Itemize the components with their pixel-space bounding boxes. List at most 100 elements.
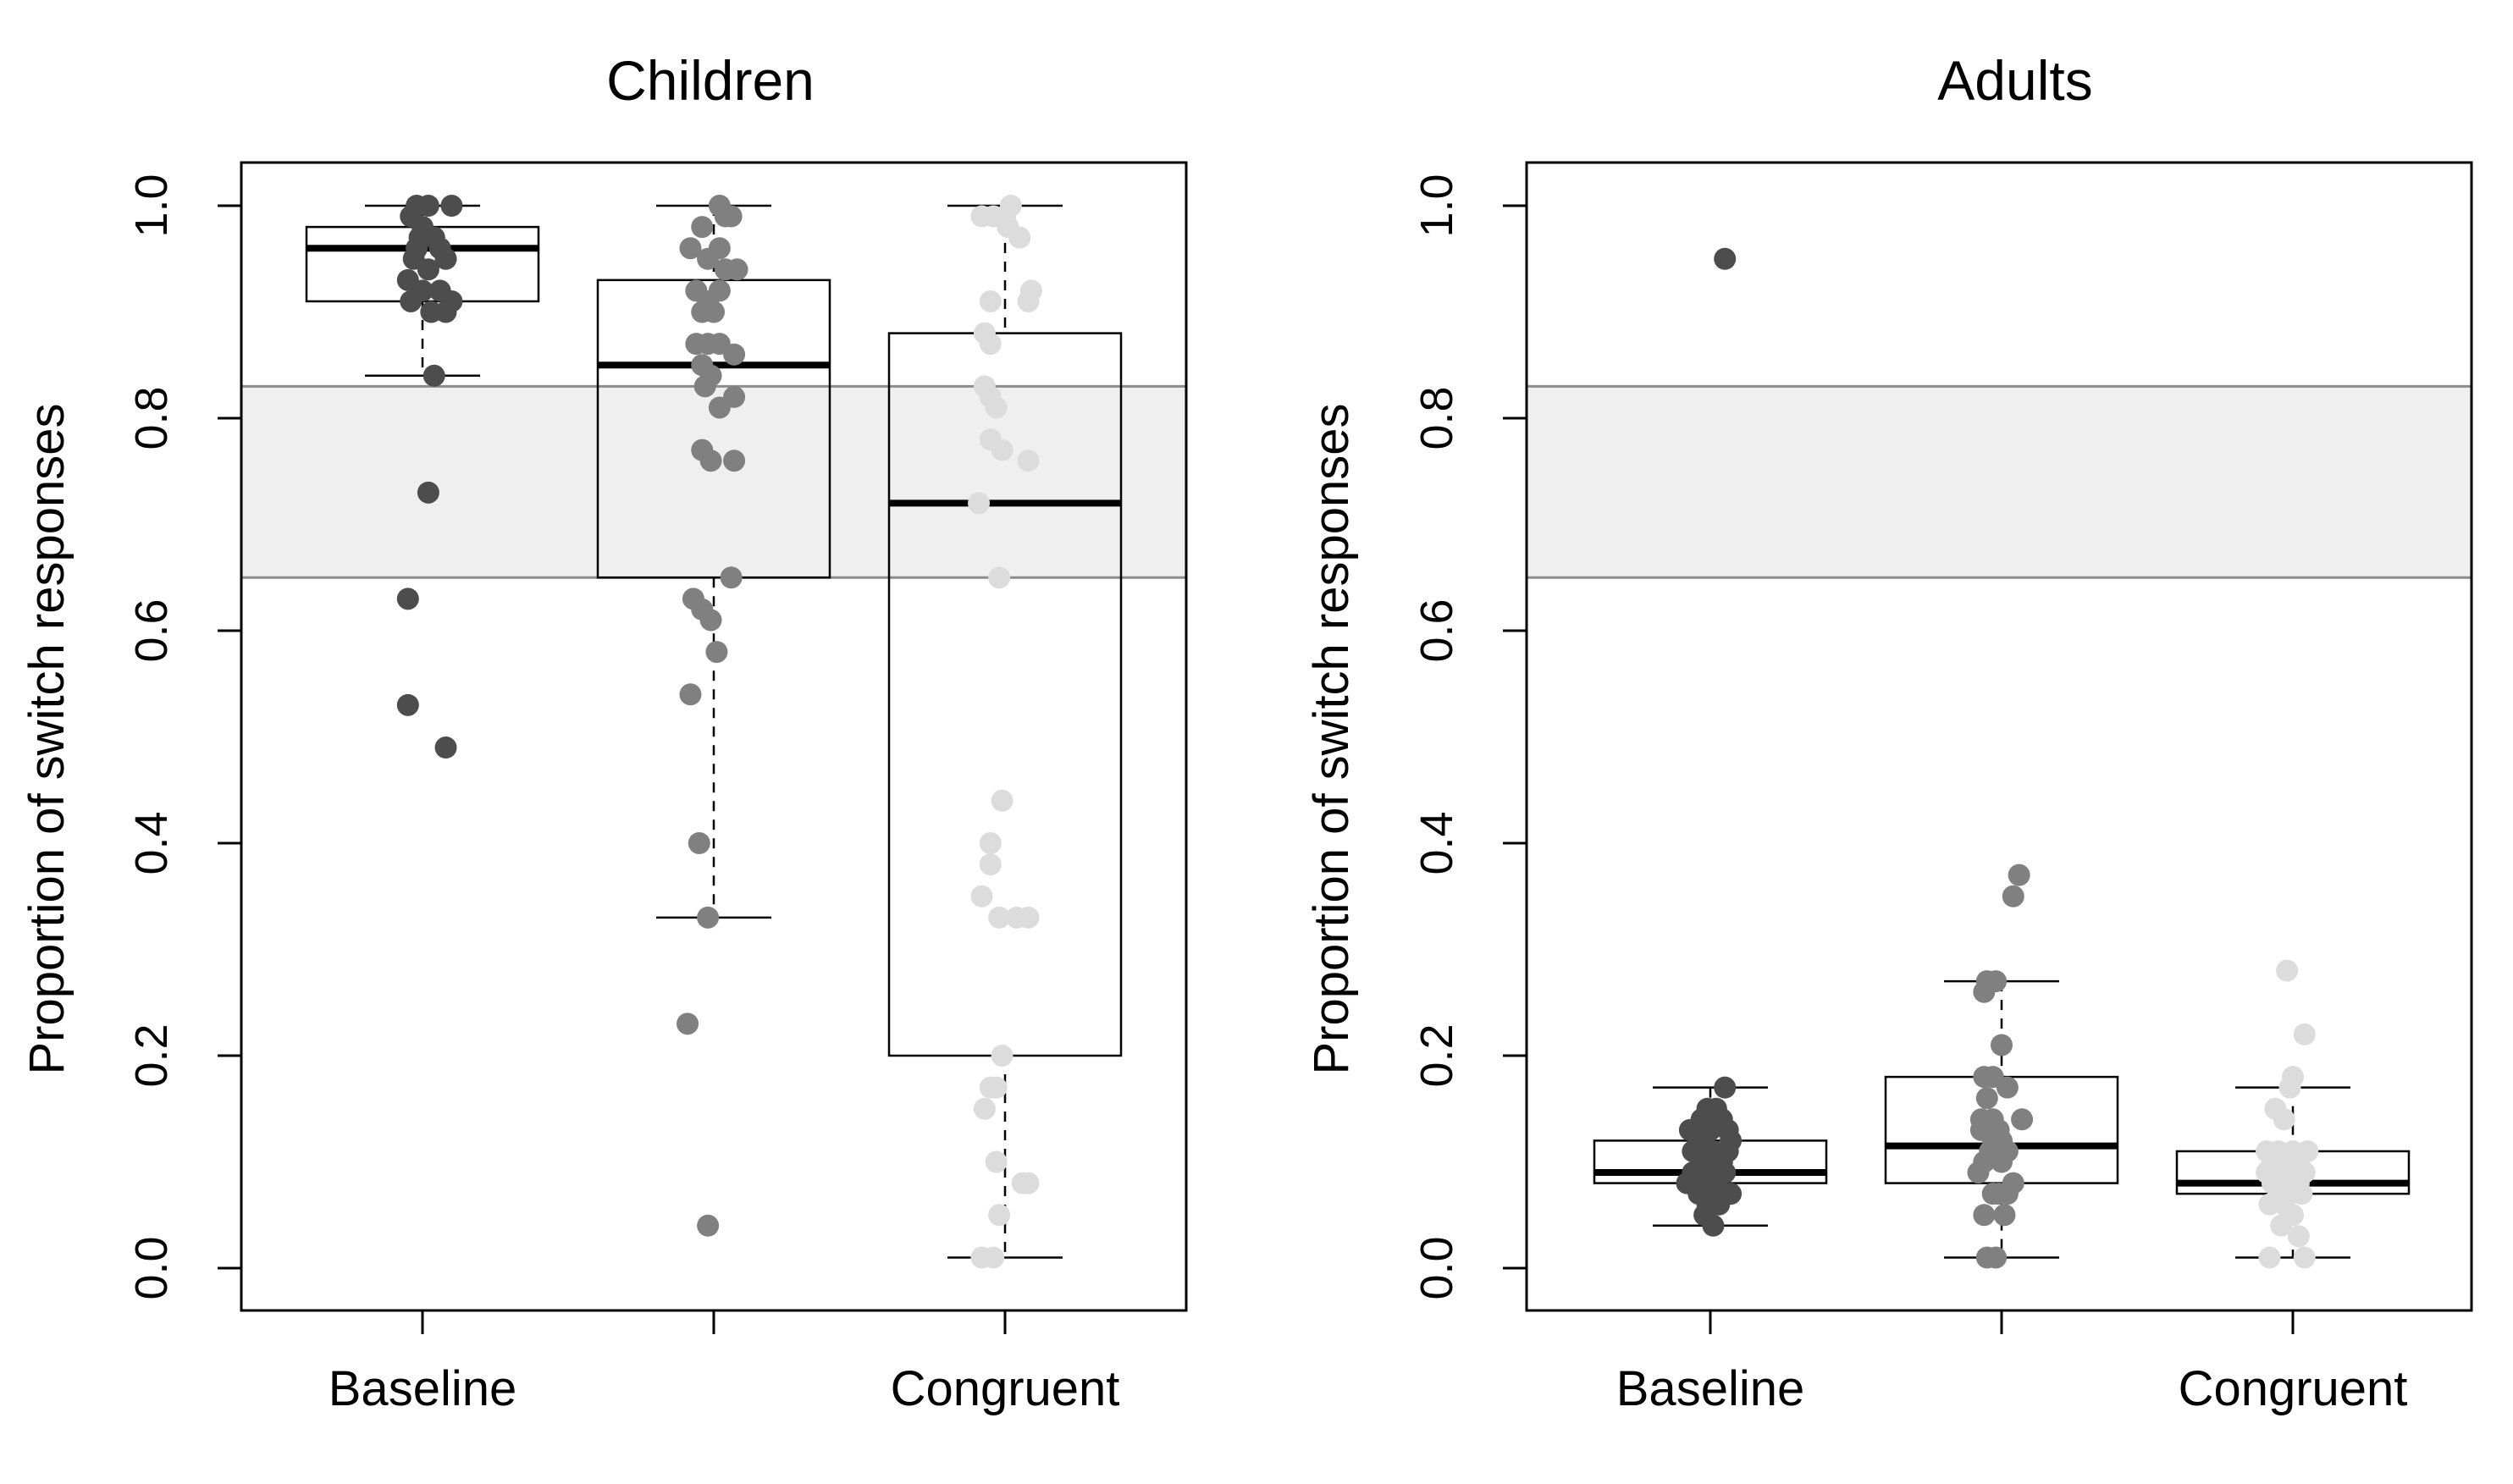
data-point — [697, 247, 720, 270]
data-point — [2002, 885, 2024, 908]
data-point — [985, 1150, 1008, 1173]
category-label-baseline: Baseline — [329, 1361, 516, 1416]
data-point — [970, 885, 993, 908]
data-point — [1702, 1214, 1725, 1237]
category-label-baseline: Baseline — [1616, 1361, 1804, 1416]
plot-marks — [218, 161, 1188, 1334]
data-point — [1985, 1246, 2008, 1269]
data-point — [708, 396, 731, 419]
data-point — [2293, 1246, 2316, 1269]
plot-frame — [1525, 161, 2473, 1312]
data-point — [1991, 1034, 2013, 1056]
data-point — [440, 195, 463, 217]
data-point — [1967, 1161, 1990, 1184]
data-point — [2276, 959, 2299, 982]
data-point — [991, 1045, 1013, 1067]
data-point — [2278, 1076, 2301, 1099]
y-tick-labels: 0.0 0.2 0.4 0.6 0.8 1.0 — [1411, 174, 1462, 1299]
data-point — [1973, 980, 1996, 1003]
data-point — [1017, 290, 1040, 312]
data-point — [1017, 906, 1040, 929]
y-tick-label: 0.4 — [126, 811, 177, 874]
data-point — [979, 333, 1002, 356]
iqr-box — [596, 279, 831, 579]
data-point — [2287, 1225, 2310, 1248]
y-axis-label: Proportion of switch responses — [1304, 403, 1359, 1074]
data-point — [720, 205, 743, 228]
data-point — [396, 588, 419, 610]
data-point — [1714, 247, 1737, 270]
data-point — [1991, 1150, 2013, 1173]
data-point — [720, 566, 743, 589]
y-tick-label: 0.6 — [126, 599, 177, 662]
data-point — [679, 683, 702, 706]
data-point — [677, 1012, 699, 1035]
plot-marks — [1503, 161, 2473, 1334]
data-point — [988, 1204, 1011, 1227]
data-point — [703, 301, 725, 323]
data-point — [991, 439, 1013, 461]
panel-title: Children — [606, 49, 815, 112]
data-point — [396, 693, 419, 716]
category-labels: Baseline Congruent — [1616, 1361, 2408, 1416]
data-point — [1996, 1076, 2019, 1099]
y-tick-label: 0.4 — [1411, 811, 1462, 874]
data-point — [982, 1246, 1005, 1269]
data-point — [979, 1076, 1002, 1099]
data-point — [400, 290, 423, 312]
points-group-3 — [968, 195, 1042, 1269]
points-group-1 — [396, 195, 463, 759]
data-point — [979, 832, 1002, 854]
data-point — [691, 216, 714, 239]
data-point — [714, 258, 737, 281]
y-tick-label: 0.0 — [126, 1236, 177, 1299]
data-point — [417, 258, 439, 281]
data-point — [988, 906, 1011, 929]
data-point — [423, 364, 445, 387]
data-point — [1008, 226, 1031, 249]
reference-band — [241, 386, 1186, 578]
data-point — [434, 301, 457, 323]
data-point — [1973, 1204, 1996, 1227]
data-point — [979, 290, 1002, 312]
data-point — [699, 609, 722, 632]
data-point — [1975, 1087, 1998, 1110]
data-point — [697, 906, 720, 929]
y-tick-label: 1.0 — [126, 174, 177, 237]
data-point — [2258, 1246, 2281, 1269]
data-point — [2290, 1183, 2313, 1205]
reference-band — [1527, 386, 2472, 578]
data-point — [2011, 1108, 2034, 1131]
points-group-2 — [1967, 863, 2034, 1269]
category-label-congruent: Congruent — [891, 1361, 1120, 1416]
data-point — [705, 641, 728, 664]
points-group-3 — [2256, 959, 2319, 1269]
data-point — [688, 832, 710, 854]
data-point — [434, 247, 457, 270]
children-panel: Children Proportion of switch responses … — [19, 49, 1188, 1416]
data-point — [1017, 450, 1040, 472]
points-group-1 — [1676, 247, 1743, 1237]
data-point — [417, 481, 439, 504]
data-point — [2270, 1214, 2293, 1237]
data-point — [723, 450, 746, 472]
data-point — [1996, 1183, 2019, 1205]
data-point — [417, 195, 439, 217]
y-axis-label: Proportion of switch responses — [19, 403, 75, 1074]
y-tick-label: 0.2 — [126, 1023, 177, 1087]
data-point — [699, 450, 722, 472]
data-point — [693, 375, 716, 398]
y-tick-label: 0.2 — [1411, 1023, 1462, 1087]
data-point — [434, 736, 457, 759]
y-tick-labels: 0.0 0.2 0.4 0.6 0.8 1.0 — [126, 174, 177, 1299]
panel-title: Adults — [1937, 49, 2092, 112]
data-point — [2273, 1108, 2295, 1131]
y-tick-label: 1.0 — [1411, 174, 1462, 237]
data-point — [1993, 1204, 2016, 1227]
data-point — [1017, 1172, 1040, 1194]
points-group-2 — [677, 195, 748, 1237]
category-labels: Baseline Congruent — [329, 1361, 1120, 1416]
